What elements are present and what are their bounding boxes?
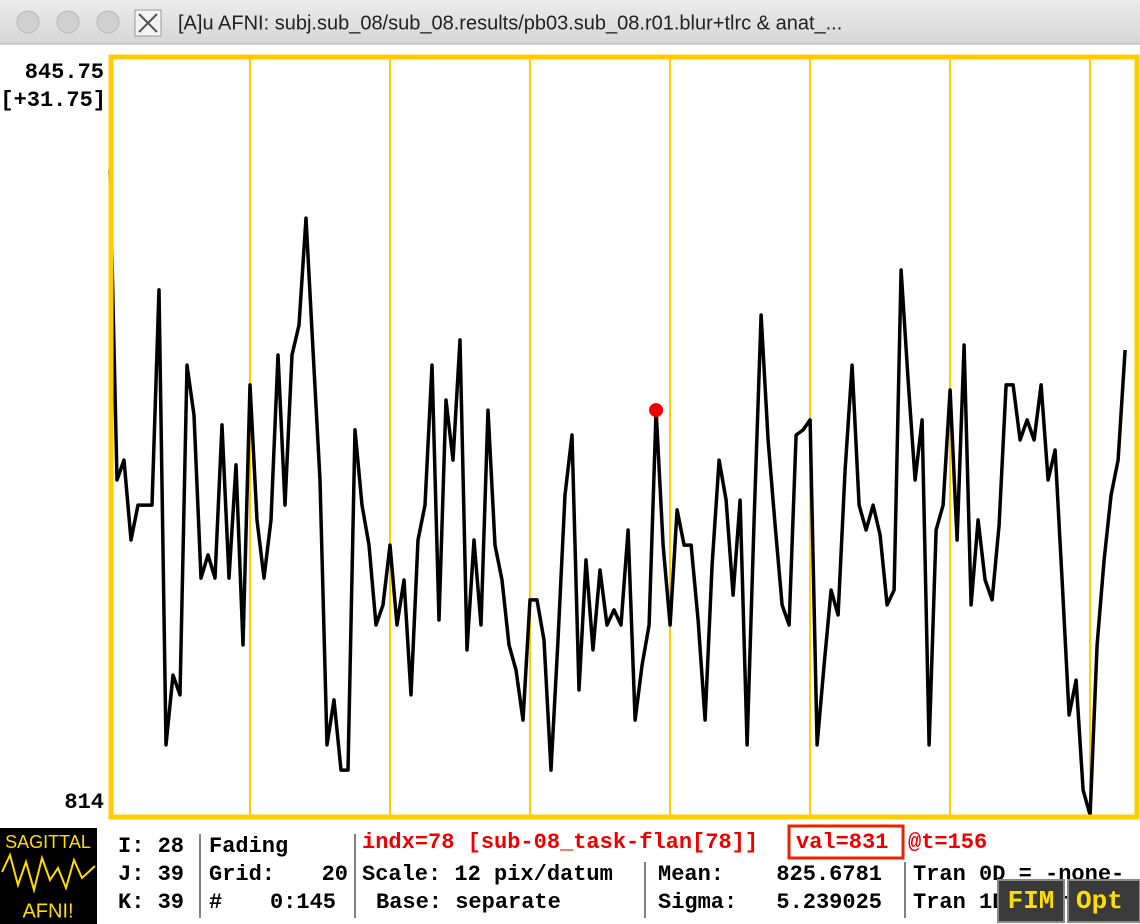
coord-i: I: 28 — [118, 834, 184, 859]
title-bar — [0, 0, 1140, 44]
base: Base: separate — [376, 890, 561, 915]
scale: Scale: 12 pix/datum — [362, 862, 613, 887]
y-tick-label: 845.75 — [25, 60, 104, 85]
y-tick-label: 814 — [64, 790, 104, 815]
time-info: @t=156 — [908, 830, 987, 855]
sigma-value: 5.239025 — [776, 890, 882, 915]
logo-top: SAGITTAL — [5, 832, 91, 852]
coord-k: K: 39 — [118, 890, 184, 915]
mean-value: 825.6781 — [776, 862, 882, 887]
grid-label: Grid: — [209, 862, 275, 887]
range-label: # — [209, 890, 222, 915]
grid-value: 20 — [322, 862, 348, 887]
logo-bottom: AFNI! — [22, 900, 73, 922]
plot — [108, 57, 1127, 817]
fading: Fading — [209, 834, 288, 859]
y-range-label: [+31.75] — [0, 88, 106, 113]
close-button[interactable] — [16, 10, 40, 34]
fim-button[interactable] — [997, 879, 1065, 923]
data-line — [108, 169, 1127, 817]
opt-label: Opt — [1076, 886, 1123, 916]
index-info: indx=78 [sub-08_task-flan[78]] — [362, 830, 758, 855]
plot-area — [111, 57, 1137, 817]
value-info: val=831 — [796, 830, 888, 855]
logo-wave — [1, 852, 96, 894]
opt-button[interactable] — [1067, 879, 1140, 923]
mean-label: Mean: — [658, 862, 724, 887]
highlight-point — [649, 403, 664, 418]
plot-frame — [108, 54, 1140, 820]
x-icon-glyph — [138, 13, 158, 33]
status-panel — [0, 824, 1140, 924]
zoom-button[interactable] — [96, 10, 120, 34]
coord-j: J: 39 — [118, 862, 184, 887]
minimize-button[interactable] — [56, 10, 80, 34]
value-box — [787, 824, 905, 860]
sigma-label: Sigma: — [658, 890, 737, 915]
window-title: [A]u AFNI: subj.sub_08/sub_08.results/pb… — [178, 12, 842, 34]
fim-label: FIM — [1008, 886, 1055, 916]
range-value: 0:145 — [270, 890, 336, 915]
